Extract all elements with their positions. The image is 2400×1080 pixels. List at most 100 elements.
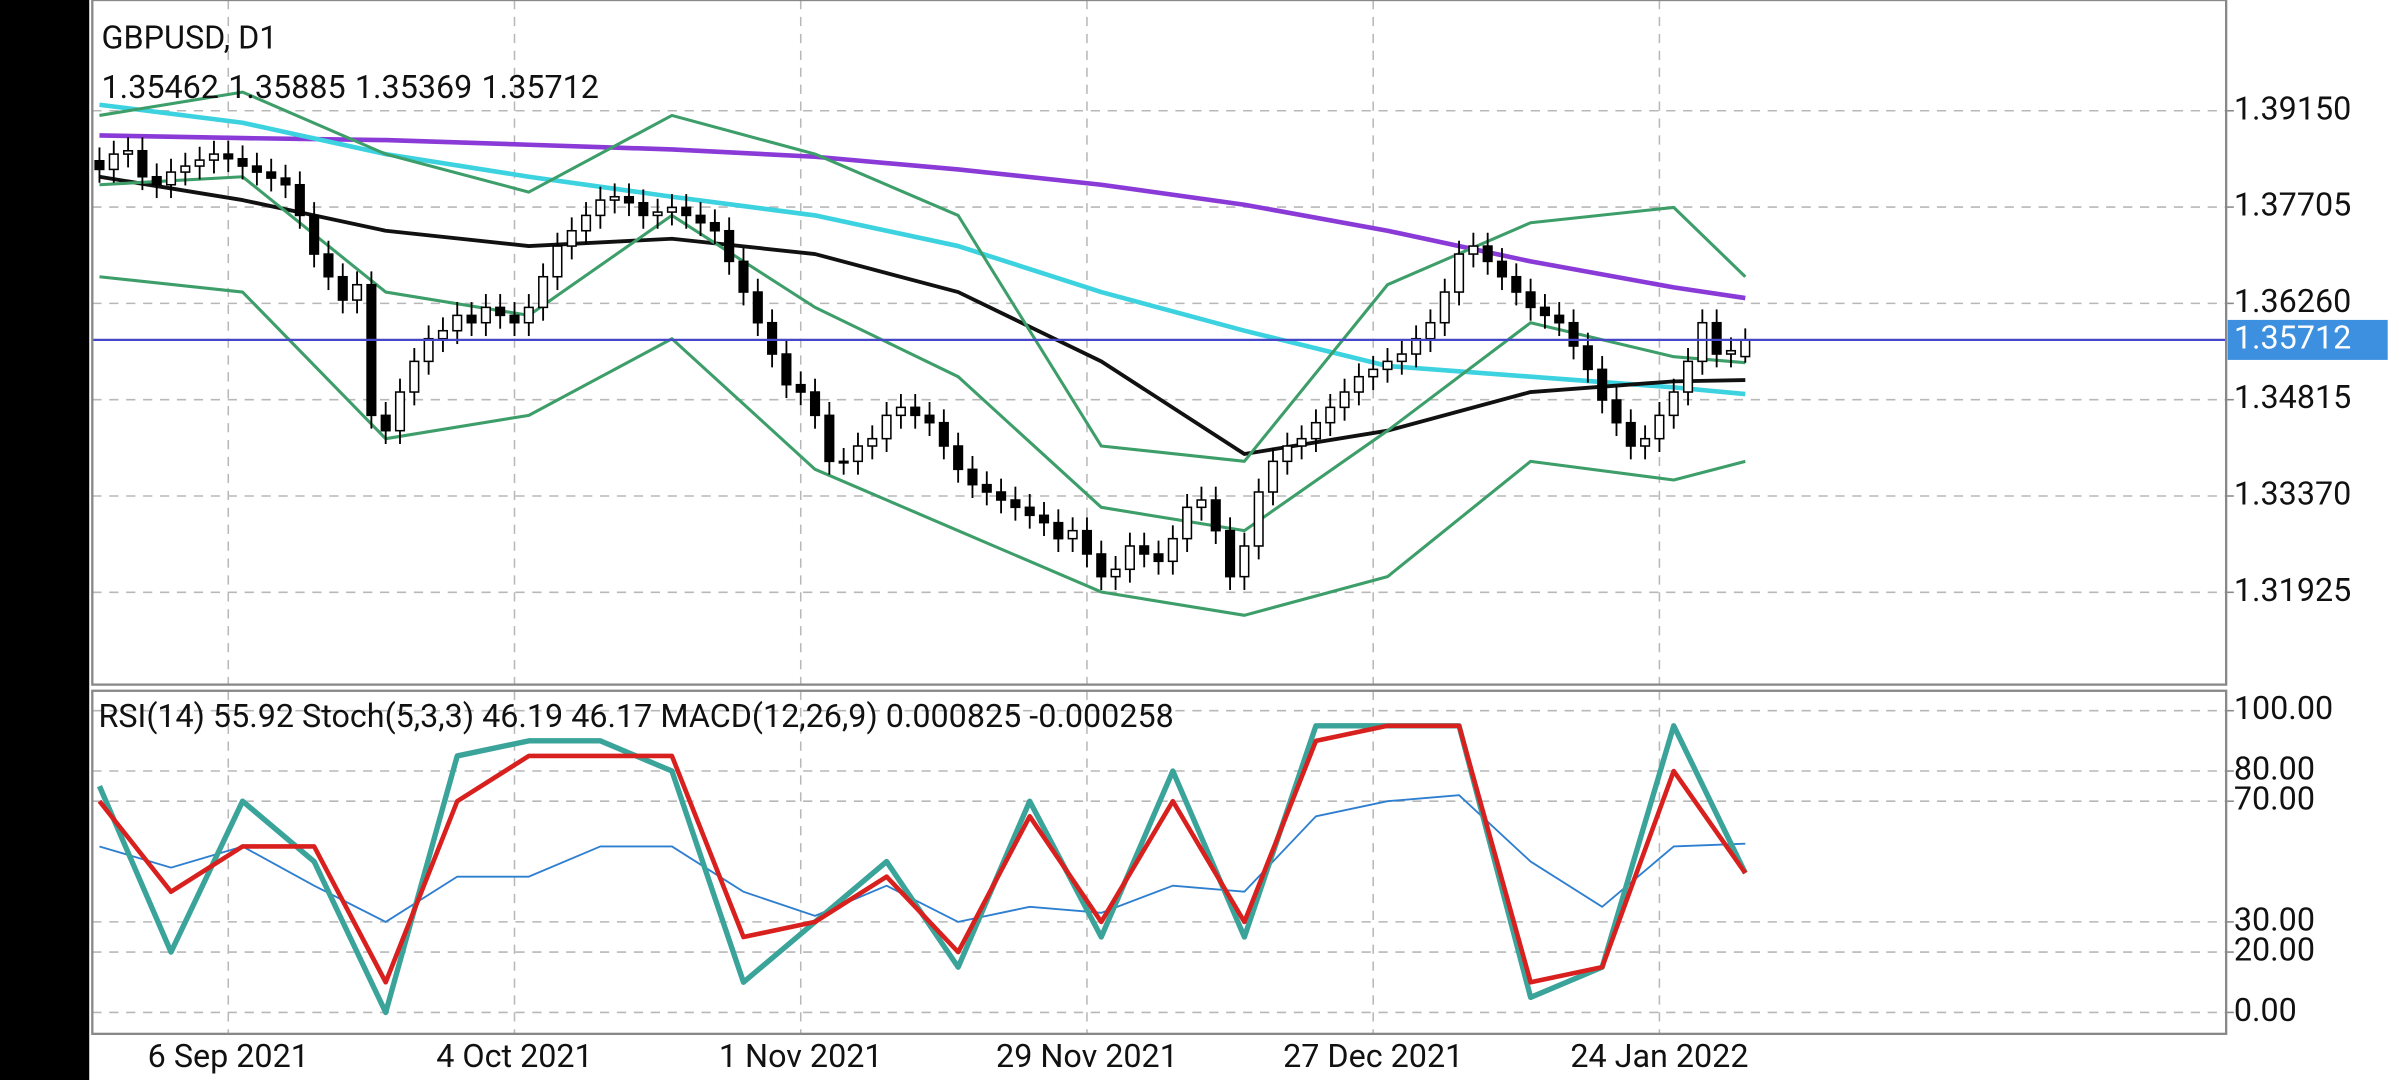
plot-layer: 6 Sep 2021 4 Oct 2021 1 Nov 2021 29 Nov 202…	[92, 0, 2388, 1075]
candle-body	[108, 153, 119, 171]
candle-body	[795, 383, 806, 393]
candle-body	[1411, 337, 1422, 355]
x-tick-label: 6 Sep 2021	[148, 1037, 309, 1075]
y-tick-label: 1.33370	[2234, 475, 2351, 513]
candle-body	[1539, 306, 1550, 317]
candle-body	[867, 437, 878, 447]
candle-body	[366, 283, 377, 417]
candle-body	[852, 445, 864, 463]
candle-body	[1325, 406, 1336, 424]
candle-body	[208, 153, 220, 161]
indicator-line	[97, 723, 1748, 985]
candle-body	[1267, 460, 1279, 493]
candle-body	[1239, 545, 1250, 578]
candle-body	[1568, 321, 1579, 347]
candle-body	[652, 211, 663, 217]
candle-body	[967, 468, 978, 486]
candle-body	[1582, 345, 1593, 371]
y-tick-label: 20.00	[2234, 931, 2315, 969]
candle-body	[738, 260, 749, 293]
candle-body	[1081, 529, 1093, 555]
candle-body	[1625, 421, 1636, 447]
indicator-panel-frame	[91, 689, 2228, 1035]
candle-body	[681, 206, 692, 217]
candle-body	[1067, 529, 1078, 540]
candle-body	[1439, 291, 1450, 324]
candle-body	[223, 153, 234, 160]
y-tick-label: 30.00	[2234, 900, 2315, 938]
candle-body	[1396, 353, 1407, 363]
candle-body	[1167, 537, 1178, 563]
y-tick-label: 1.39150	[2234, 89, 2351, 127]
candle-body	[724, 229, 735, 263]
candle-body	[1353, 375, 1364, 393]
x-tick-label: 4 Oct 2021	[436, 1037, 592, 1075]
candle-body	[809, 391, 821, 417]
y-tick-label: 1.36260	[2234, 282, 2351, 320]
y-tick-label: 1.31925	[2234, 571, 2351, 609]
y-tick-label: 100.00	[2234, 689, 2333, 727]
candle-body	[953, 445, 964, 471]
candle-body	[423, 337, 434, 363]
candle-body	[996, 491, 1007, 501]
indicator-line	[99, 794, 1746, 923]
candle-body	[838, 460, 849, 464]
candle-body	[94, 159, 105, 171]
price-panel-frame	[91, 0, 2228, 686]
candle-body	[509, 314, 520, 324]
candle-body	[1053, 521, 1064, 540]
indicator-line	[99, 174, 1746, 456]
candle-body	[309, 214, 320, 255]
candle-body	[1110, 568, 1121, 578]
candle-body	[1282, 445, 1293, 463]
candle-body	[523, 306, 534, 324]
indicator-line	[99, 175, 1746, 533]
low-readout: 1.35369	[355, 68, 472, 106]
ohlc-readout: 1.35462 1.35885 1.35369 1.35712	[102, 68, 599, 106]
candle-body	[1711, 321, 1722, 355]
y-tick-label: 1.34815	[2234, 378, 2351, 416]
candle-body	[1296, 437, 1307, 447]
candle-body	[881, 414, 892, 440]
candle-body	[237, 157, 248, 167]
candle-body	[1010, 499, 1021, 509]
left-strip	[0, 0, 90, 1080]
candle-body	[538, 275, 549, 309]
candle-body	[1038, 514, 1050, 524]
candle-body	[280, 177, 291, 186]
candle-body	[480, 306, 491, 324]
indicator-line	[99, 133, 1746, 301]
candle-body	[1740, 339, 1751, 358]
candle-body	[380, 414, 391, 432]
candle-body	[1096, 553, 1107, 578]
high-readout: 1.35885	[228, 68, 345, 106]
candle-body	[1525, 291, 1536, 309]
candle-body	[1611, 399, 1622, 424]
candle-body	[1725, 349, 1737, 355]
candle-body	[1339, 391, 1350, 409]
candle-body	[266, 171, 277, 179]
candle-body	[1024, 506, 1035, 517]
candle-body	[1210, 499, 1221, 532]
candle-body	[1382, 360, 1393, 371]
candle-body	[1153, 553, 1164, 563]
candle-body	[1554, 314, 1565, 324]
candle-body	[123, 149, 134, 155]
candle-body	[1139, 545, 1150, 555]
candle-body	[566, 229, 577, 247]
candle-body	[1425, 321, 1436, 340]
candle-body	[666, 206, 677, 213]
y-tick-label: 70.00	[2234, 780, 2315, 818]
candle-body	[495, 306, 506, 317]
candle-body	[895, 406, 906, 417]
candle-body	[352, 283, 363, 301]
candle-body	[767, 321, 778, 355]
candle-body	[981, 483, 992, 493]
candle-body	[1225, 529, 1236, 578]
x-tick-label: 29 Nov 2021	[996, 1037, 1178, 1075]
candle-body	[1253, 491, 1264, 547]
y-tick-label: 0.00	[2234, 991, 2297, 1029]
indicator-line	[99, 90, 1747, 463]
candle-body	[580, 214, 592, 232]
